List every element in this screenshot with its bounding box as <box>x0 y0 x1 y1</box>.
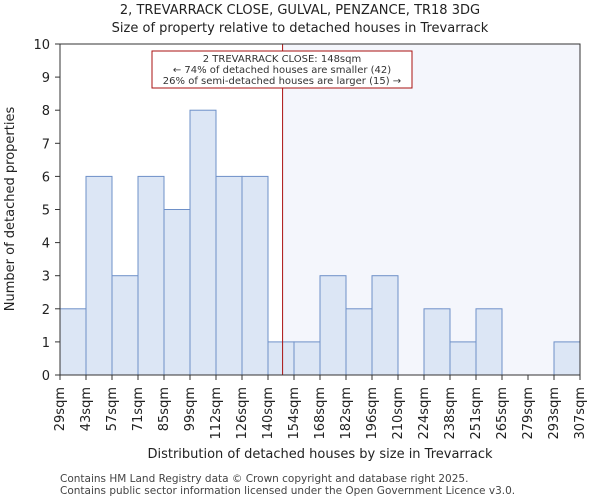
bar-182sqm <box>345 308 373 376</box>
x-tick-label: 99sqm <box>183 387 198 431</box>
y-tick-label: 5 <box>42 204 50 219</box>
chart-title: 2, TREVARRACK CLOSE, GULVAL, PENZANCE, T… <box>120 3 480 18</box>
bar-140sqm <box>267 341 295 376</box>
y-tick-label: 3 <box>42 270 50 285</box>
bar-57sqm <box>111 275 139 376</box>
bar-71sqm <box>137 175 165 376</box>
bar-238sqm <box>449 341 477 376</box>
bar-99sqm <box>189 109 217 376</box>
x-tick-label: 279sqm <box>521 387 536 440</box>
bar-224sqm <box>423 308 451 376</box>
annotation-line-1: 2 TREVARRACK CLOSE: 148sqm <box>203 54 362 65</box>
y-tick-label: 8 <box>42 104 50 119</box>
bar-293sqm <box>553 341 581 376</box>
annotation-line-3: 26% of semi-detached houses are larger (… <box>163 76 401 87</box>
x-tick-label: 29sqm <box>53 387 68 431</box>
footer-line-1: Contains HM Land Registry data © Crown c… <box>60 473 468 485</box>
x-tick-label: 251sqm <box>469 387 484 440</box>
bars <box>59 109 581 376</box>
x-tick-label: 307sqm <box>573 387 588 440</box>
annotation-box: 2 TREVARRACK CLOSE: 148sqm ← 74% of deta… <box>151 50 413 89</box>
y-axis-label: Number of detached properties <box>3 107 18 312</box>
x-tick-label: 57sqm <box>105 387 120 431</box>
bar-251sqm <box>475 308 503 376</box>
bar-112sqm <box>215 175 243 376</box>
footer-line-2: Contains public sector information licen… <box>60 485 515 497</box>
x-ticks: 29sqm 43sqm 57sqm 71sqm 85sqm 99sqm 112sqm 126s… <box>53 375 588 440</box>
y-tick-label: 10 <box>33 38 50 53</box>
x-tick-label: 196sqm <box>365 387 380 440</box>
bar-85sqm <box>163 209 191 376</box>
x-tick-label: 43sqm <box>79 387 94 431</box>
x-tick-label: 224sqm <box>417 387 432 440</box>
bar-29sqm <box>59 308 87 376</box>
y-tick-label: 6 <box>42 170 50 185</box>
x-tick-label: 182sqm <box>339 387 354 440</box>
x-tick-label: 71sqm <box>131 387 146 431</box>
x-tick-label: 210sqm <box>391 387 406 440</box>
x-axis-label: Distribution of detached houses by size … <box>147 447 493 462</box>
x-tick-label: 126sqm <box>235 387 250 440</box>
bar-168sqm <box>319 275 347 376</box>
x-tick-label: 154sqm <box>287 387 302 440</box>
x-tick-label: 265sqm <box>495 387 510 440</box>
x-tick-label: 168sqm <box>313 387 328 440</box>
bar-43sqm <box>85 175 113 376</box>
y-tick-label: 0 <box>42 369 50 384</box>
x-tick-label: 238sqm <box>443 387 458 440</box>
bar-154sqm <box>293 341 321 376</box>
x-tick-label: 293sqm <box>547 387 562 440</box>
y-tick-label: 7 <box>42 137 50 152</box>
x-tick-label: 140sqm <box>261 387 276 440</box>
y-tick-label: 1 <box>42 336 50 351</box>
y-ticks: 0 1 2 3 4 5 6 7 8 9 10 <box>33 38 60 384</box>
bar-126sqm <box>241 175 269 376</box>
x-tick-label: 112sqm <box>209 387 224 440</box>
y-tick-label: 9 <box>42 71 50 86</box>
bar-196sqm <box>371 275 399 376</box>
chart-subtitle: Size of property relative to detached ho… <box>112 21 489 36</box>
x-tick-label: 85sqm <box>157 387 172 431</box>
annotation-line-2: ← 74% of detached houses are smaller (42… <box>173 65 391 76</box>
y-tick-label: 2 <box>42 303 50 318</box>
y-tick-label: 4 <box>42 237 50 252</box>
